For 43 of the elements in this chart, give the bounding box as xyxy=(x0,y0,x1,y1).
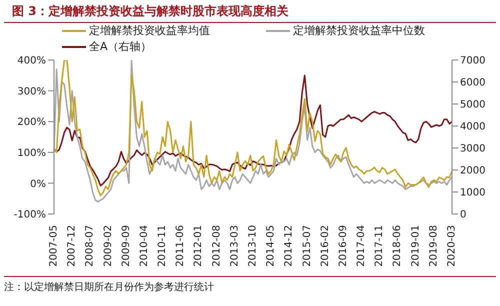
y-tick-label: 100% xyxy=(17,148,46,159)
y2-tick-label: 0 xyxy=(460,210,466,221)
y2-tick-label: 6000 xyxy=(460,78,486,89)
x-tick-label: 2015-07 xyxy=(302,225,313,267)
x-tick-label: 2009-02 xyxy=(102,225,114,267)
x-tick-label: 2014-12 xyxy=(284,225,295,267)
x-tick-label: 2013-03 xyxy=(229,225,240,267)
x-tick-label: 2012-08 xyxy=(211,225,222,267)
x-tick-label: 2008-07 xyxy=(84,225,96,267)
x-tick-label: 2011-06 xyxy=(175,225,186,267)
y2-tick-label: 7000 xyxy=(460,56,486,67)
x-tick-label: 2010-04 xyxy=(138,225,150,267)
x-tick-label: 2017-11 xyxy=(374,225,386,267)
y-tick-label: 300% xyxy=(17,86,46,98)
y2-tick-label: 4000 xyxy=(460,122,486,133)
x-tick-label: 2014-05 xyxy=(266,225,277,267)
y2-tick-label: 2000 xyxy=(460,166,486,177)
y-tick-label: -100% xyxy=(14,210,46,221)
x-tick-label: 2019-08 xyxy=(428,225,440,267)
legend-label: 定增解禁投资收益率均值 xyxy=(89,23,210,38)
x-tick-label: 2019-01 xyxy=(410,225,422,267)
x-tick-label: 2018-06 xyxy=(392,225,404,267)
legend-label: 全A（右轴） xyxy=(89,39,152,54)
x-tick-label: 2007-12 xyxy=(66,225,78,267)
y2-tick-label: 1000 xyxy=(460,188,486,199)
y2-tick-label: 5000 xyxy=(460,100,486,111)
x-tick-label: 2017-04 xyxy=(356,225,368,267)
y-tick-label: 400% xyxy=(17,56,46,67)
x-tick-label: 2010-11 xyxy=(157,225,168,267)
x-tick-label: 2007-05 xyxy=(48,225,60,267)
legend-label: 定增解禁投资收益率中位数 xyxy=(293,23,425,38)
line-series xyxy=(53,74,453,186)
chart-title: 图 3：定增解禁投资收益与解禁时股市表现高度相关 xyxy=(4,0,496,23)
x-tick-label: 2009-09 xyxy=(120,225,132,267)
y2-tick-label: 3000 xyxy=(460,144,486,155)
x-tick-label: 2012-01 xyxy=(193,225,204,267)
x-tick-label: 2020-03 xyxy=(446,225,458,267)
text: 注：以定增解禁日期所在月份作为参考进行统计 xyxy=(4,280,215,294)
y-tick-label: 200% xyxy=(17,117,46,128)
y-tick-label: 0% xyxy=(30,178,46,190)
x-tick-label: 2016-02 xyxy=(320,225,331,267)
x-tick-label: 2013-10 xyxy=(248,225,258,267)
x-tick-label: 2016-09 xyxy=(338,225,349,267)
